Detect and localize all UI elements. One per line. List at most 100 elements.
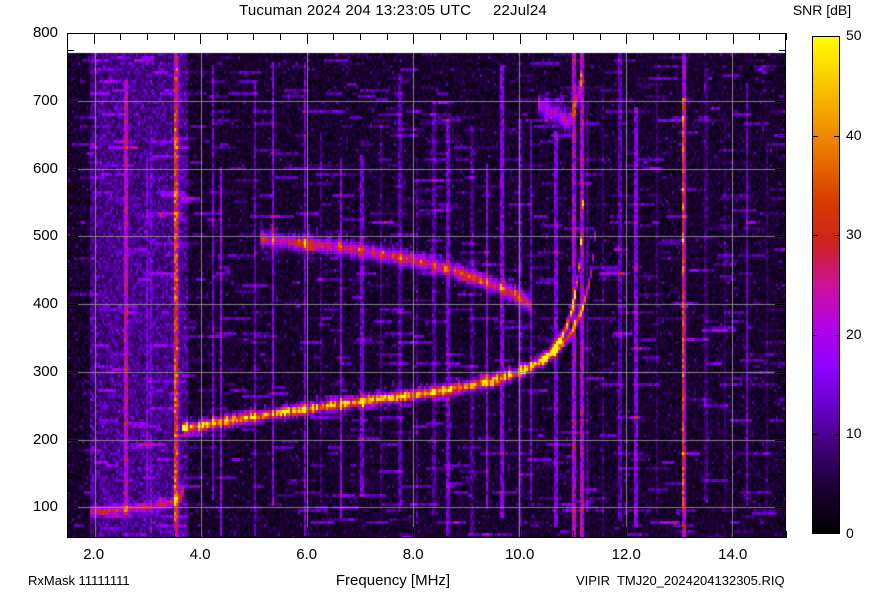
y-tick-150	[67, 474, 74, 475]
y-tick-525	[67, 219, 74, 220]
y-tick-right-425	[779, 287, 786, 288]
ionogram-plot[interactable]	[67, 33, 786, 538]
x-tick-bottom-1.5	[67, 531, 68, 538]
y-tick-475	[67, 253, 74, 254]
y-tick-575	[67, 186, 74, 187]
x-tick-6.0	[307, 33, 308, 44]
y-tick-275	[67, 389, 74, 390]
x-tick-label-12.0: 12.0	[611, 546, 641, 563]
y-tick-right-675	[779, 118, 786, 119]
y-tick-label-800: 800	[32, 24, 58, 41]
y-tick-675	[67, 118, 74, 119]
x-tick-bottom-6.5	[333, 531, 334, 538]
colorbar-tick-10	[812, 434, 818, 435]
y-tick-right-125	[779, 491, 786, 492]
colorbar-tick-40	[834, 136, 840, 137]
x-tick-label-8.0: 8.0	[402, 546, 424, 563]
x-tick-bottom-15.0	[786, 531, 787, 538]
y-tick-right-575	[779, 186, 786, 187]
x-tick-7.5	[387, 33, 388, 40]
y-tick-label-700: 700	[32, 91, 58, 109]
x-tick-9.5	[493, 33, 494, 40]
y-tick-right-200	[775, 440, 786, 441]
x-tick-4.0	[200, 33, 201, 44]
y-tick-775	[67, 50, 74, 51]
x-tick-bottom-8.0	[413, 527, 414, 538]
colorbar-label-20: 20	[846, 326, 862, 342]
y-tick-right-325	[779, 355, 786, 356]
x-tick-11.0	[573, 33, 574, 40]
y-tick-225	[67, 423, 74, 424]
y-tick-175	[67, 457, 74, 458]
x-tick-bottom-9.5	[493, 531, 494, 538]
y-tick-label-100: 100	[32, 498, 58, 516]
colorbar-label-10: 10	[846, 425, 862, 441]
y-tick-500	[67, 236, 78, 237]
y-tick-600	[67, 169, 78, 170]
y-tick-right-400	[775, 304, 786, 305]
x-tick-bottom-8.5	[440, 531, 441, 538]
x-axis-title: Frequency [MHz]	[335, 572, 451, 589]
y-tick-right-650	[779, 135, 786, 136]
y-tick-right-475	[779, 253, 786, 254]
x-tick-5.5	[280, 33, 281, 40]
x-tick-bottom-14.0	[733, 527, 734, 538]
source-file-label: VIPIR TMJ20_2024204132305.RIQ	[576, 573, 785, 588]
ionogram-heatmap-canvas[interactable]	[68, 34, 785, 537]
x-tick-label-4.0: 4.0	[189, 546, 211, 563]
y-tick-right-250	[779, 406, 786, 407]
x-tick-14.0	[733, 33, 734, 44]
colorbar[interactable]	[812, 36, 840, 534]
y-tick-right-75	[779, 524, 786, 525]
y-tick-right-750	[779, 67, 786, 68]
y-tick-200	[67, 440, 78, 441]
x-tick-bottom-3.0	[147, 531, 148, 538]
x-tick-9.0	[466, 33, 467, 40]
y-tick-right-800	[775, 33, 786, 34]
y-tick-right-500	[775, 236, 786, 237]
colorbar-label-30: 30	[846, 226, 862, 242]
x-tick-3.0	[147, 33, 148, 40]
x-tick-5.0	[253, 33, 254, 40]
colorbar-tick-30	[812, 235, 818, 236]
colorbar-label-50: 50	[846, 27, 862, 43]
x-tick-14.5	[759, 33, 760, 40]
x-tick-8.5	[440, 33, 441, 40]
x-tick-label-10.0: 10.0	[505, 546, 535, 563]
x-tick-bottom-6.0	[307, 527, 308, 538]
colorbar-label-0: 0	[846, 525, 854, 541]
colorbar-tick-20	[812, 335, 818, 336]
y-tick-250	[67, 406, 74, 407]
x-tick-11.5	[600, 33, 601, 40]
y-tick-right-625	[779, 152, 786, 153]
y-tick-right-150	[779, 474, 786, 475]
y-tick-325	[67, 355, 74, 356]
x-tick-bottom-10.0	[520, 527, 521, 538]
x-tick-10.5	[546, 33, 547, 40]
y-tick-300	[67, 372, 78, 373]
x-tick-bottom-2.0	[94, 527, 95, 538]
y-tick-125	[67, 491, 74, 492]
y-tick-label-500: 500	[32, 227, 58, 245]
colorbar-tick-10	[834, 434, 840, 435]
y-tick-label-200: 200	[32, 430, 58, 448]
x-tick-bottom-4.5	[227, 531, 228, 538]
y-tick-550	[67, 202, 74, 203]
x-tick-15.0	[786, 33, 787, 40]
x-tick-6.5	[333, 33, 334, 40]
colorbar-tick-20	[834, 335, 840, 336]
y-tick-right-375	[779, 321, 786, 322]
x-tick-bottom-14.5	[759, 531, 760, 538]
colorbar-tick-30	[834, 235, 840, 236]
x-tick-bottom-3.5	[174, 531, 175, 538]
y-tick-right-225	[779, 423, 786, 424]
colorbar-gradient	[813, 37, 839, 533]
x-tick-13.0	[679, 33, 680, 40]
x-tick-label-6.0: 6.0	[296, 546, 318, 563]
x-tick-12.5	[653, 33, 654, 40]
x-tick-label-14.0: 14.0	[718, 546, 748, 563]
x-tick-label-2.0: 2.0	[83, 546, 105, 563]
x-tick-bottom-10.5	[546, 531, 547, 538]
y-tick-right-775	[779, 50, 786, 51]
x-tick-13.5	[706, 33, 707, 40]
